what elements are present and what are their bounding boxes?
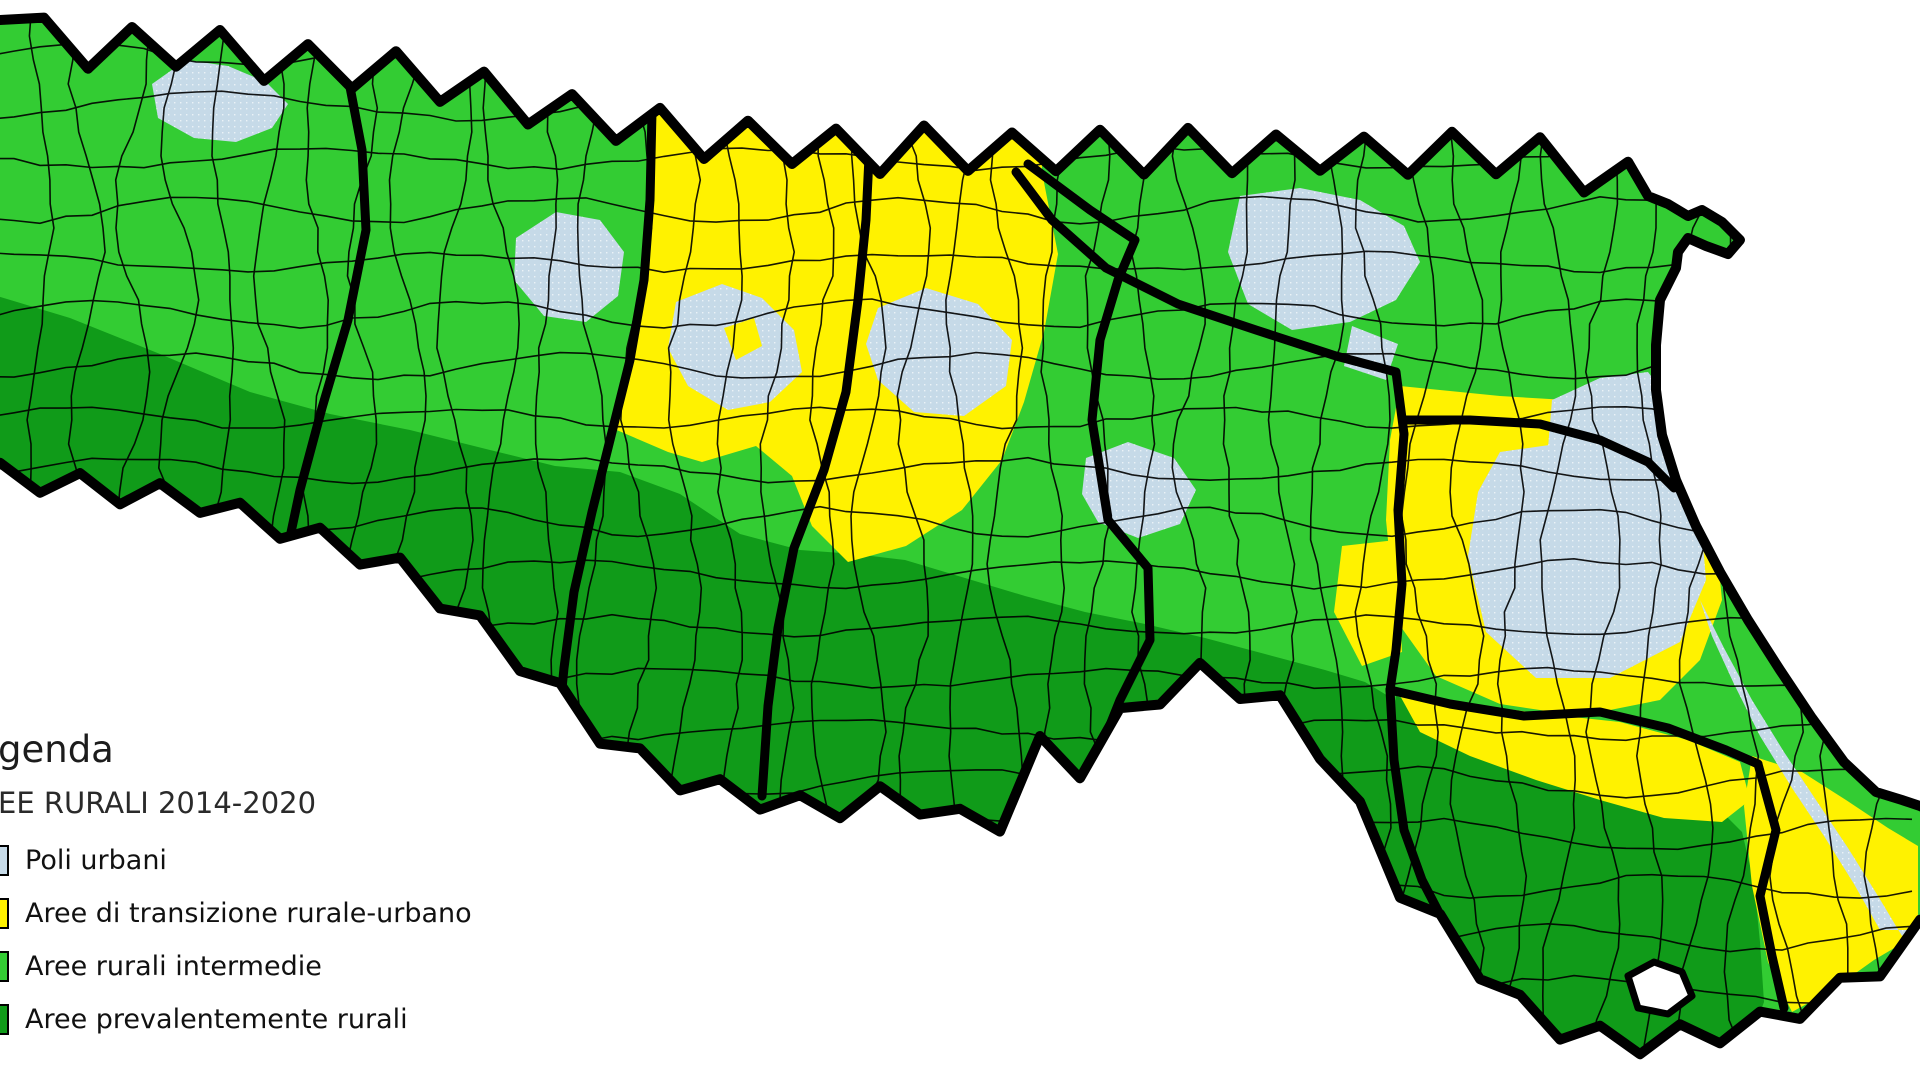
legend-item-intermedie: Aree rurali intermedie <box>0 940 472 993</box>
legend-item-label: Aree prevalentemente rurali <box>25 1004 408 1035</box>
legend-swatch-poli-urbani <box>0 845 9 876</box>
legend-item-label: Aree di transizione rurale-urbano <box>25 898 472 929</box>
legend-item-label: Poli urbani <box>25 845 167 876</box>
legend-swatch-transizione <box>0 898 9 929</box>
legend-item-prevalentemente-rurali: Aree prevalentemente rurali <box>0 993 472 1046</box>
legend-subtitle: EE RURALI 2014-2020 <box>0 786 317 820</box>
legend-item-transizione: Aree di transizione rurale-urbano <box>0 887 472 940</box>
legend-items: Poli urbani Aree di transizione rurale-u… <box>0 834 472 1046</box>
legend-title: genda <box>0 728 114 771</box>
legend-swatch-prevalentemente-rurali <box>0 1004 9 1035</box>
legend-swatch-intermedie <box>0 951 9 982</box>
legend-item-label: Aree rurali intermedie <box>25 951 322 982</box>
legend-item-poli-urbani: Poli urbani <box>0 834 472 887</box>
